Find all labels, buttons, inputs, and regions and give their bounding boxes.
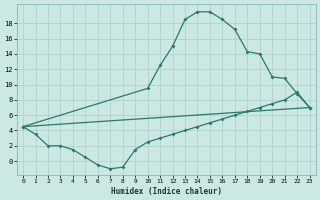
X-axis label: Humidex (Indice chaleur): Humidex (Indice chaleur) [111, 187, 222, 196]
